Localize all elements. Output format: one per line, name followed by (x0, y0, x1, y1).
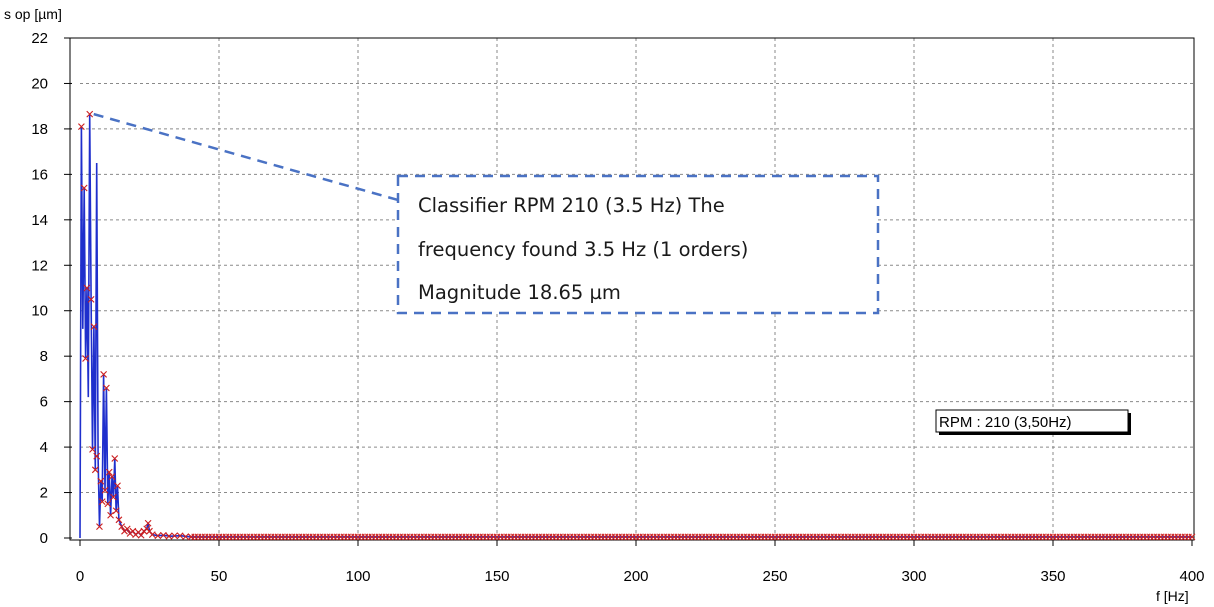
x-marker (78, 123, 85, 131)
x-marker (91, 466, 99, 474)
x-marker (118, 523, 126, 531)
x-marker (176, 532, 184, 540)
series-layer (78, 110, 1196, 541)
x-marker (171, 532, 178, 540)
plot-frame (69, 37, 1195, 541)
peak-marker-series (78, 110, 1196, 541)
x-marker (82, 355, 89, 362)
x-axis-ticks: 0 50 100 150 200 250 300 350 400 (76, 540, 1205, 585)
x-tick-label: 150 (484, 568, 509, 585)
x-marker (89, 445, 96, 453)
annotation-line-1: Classifier RPM 210 (3.5 Hz) The (418, 194, 725, 217)
x-marker (112, 507, 120, 515)
x-tick-label: 100 (345, 568, 370, 585)
x-marker (108, 473, 116, 481)
y-tick-label: 22 (31, 30, 48, 47)
y-tick-label: 10 (31, 303, 48, 320)
rpm-label-text: RPM : 210 (3,50Hz) (939, 414, 1072, 431)
x-tick-label: 50 (211, 568, 228, 585)
rpm-label-frame (935, 409, 1129, 433)
x-marker (87, 295, 95, 303)
y-tick-label: 4 (40, 439, 48, 456)
annotation-box (396, 174, 880, 315)
x-marker (83, 284, 91, 292)
x-marker (105, 468, 113, 476)
spectrum-line-series (79, 114, 1192, 539)
x-marker (160, 531, 167, 539)
x-marker (90, 323, 98, 331)
x-marker (100, 370, 108, 378)
y-tick-label: 8 (40, 348, 48, 365)
x-marker (137, 531, 145, 539)
x-marker (154, 532, 162, 540)
y-tick-label: 12 (31, 257, 48, 274)
annotation-layer: Classifier RPM 210 (3.5 Hz) The frequenc… (93, 112, 880, 315)
x-marker (86, 110, 94, 118)
x-marker (103, 384, 110, 392)
y-tick-label: 0 (40, 530, 48, 547)
x-tick-label: 350 (1040, 568, 1065, 585)
x-marker (96, 523, 103, 531)
x-marker (148, 531, 156, 538)
x-marker (107, 511, 114, 519)
x-marker (104, 500, 112, 508)
x-marker (115, 516, 123, 524)
x-axis-title: f [Hz] (1156, 588, 1189, 604)
x-tick-label: 250 (762, 568, 787, 585)
y-axis-ticks: 0 2 4 6 8 10 12 14 16 18 20 22 (31, 30, 72, 547)
y-tick-label: 18 (31, 121, 48, 138)
x-marker (80, 184, 88, 192)
x-marker (111, 455, 119, 462)
x-marker (93, 452, 101, 460)
x-marker (109, 493, 117, 501)
x-tick-label: 0 (76, 568, 84, 585)
x-marker (1188, 533, 1196, 541)
x-marker (165, 532, 173, 540)
annotation-line-2: frequency found 3.5 Hz (1 orders) (418, 238, 748, 261)
annotation-leader-line (93, 112, 399, 202)
x-marker (97, 477, 105, 485)
y-tick-label: 2 (40, 485, 48, 502)
x-marker (182, 533, 190, 541)
x-marker (144, 519, 152, 527)
x-marker (123, 525, 131, 533)
y-tick-label: 6 (40, 394, 48, 411)
y-tick-label: 14 (31, 212, 48, 229)
x-marker (101, 486, 109, 494)
x-tick-label: 400 (1179, 568, 1204, 585)
annotation-line-3: Magnitude 18.65 µm (418, 281, 621, 304)
rpm-label-box: RPM : 210 (3,50Hz) (935, 409, 1131, 435)
x-marker (114, 482, 121, 490)
x-marker (98, 498, 106, 506)
y-tick-label: 16 (31, 166, 48, 183)
x-tick-label: 200 (623, 568, 648, 585)
y-tick-label: 20 (31, 75, 48, 92)
y-axis-title: s op [µm] (4, 6, 62, 22)
x-tick-label: 300 (901, 568, 926, 585)
